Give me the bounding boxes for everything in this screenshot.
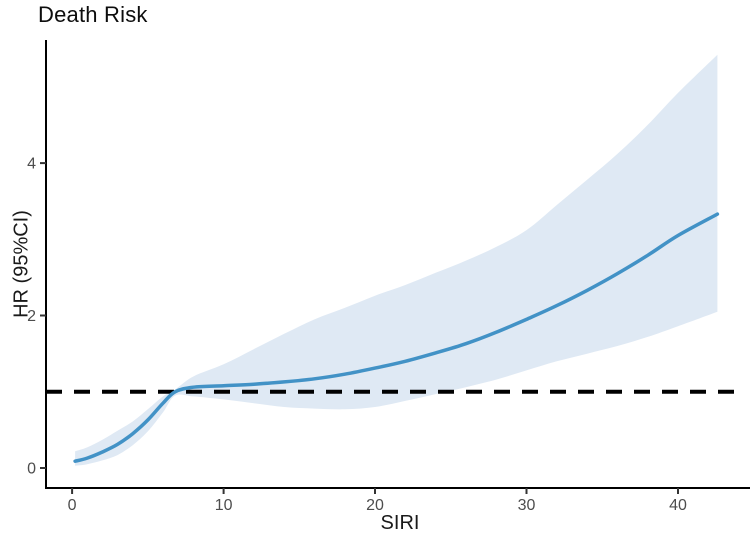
chart-title: Death Risk (38, 2, 148, 27)
x-tick-label: 20 (366, 497, 384, 514)
x-tick-label: 0 (68, 497, 77, 514)
y-tick-label: 4 (27, 156, 36, 173)
y-tick-label: 0 (27, 461, 36, 478)
x-tick-label: 40 (669, 497, 687, 514)
y-axis-title: HR (95%CI) (10, 210, 33, 318)
x-axis-title: SIRI (380, 512, 420, 534)
x-tick-label: 30 (518, 497, 536, 514)
confidence-band (75, 54, 718, 466)
x-tick-label: 10 (215, 497, 233, 514)
y-tick-label: 2 (27, 308, 36, 325)
hr-spline-line (73, 212, 720, 463)
